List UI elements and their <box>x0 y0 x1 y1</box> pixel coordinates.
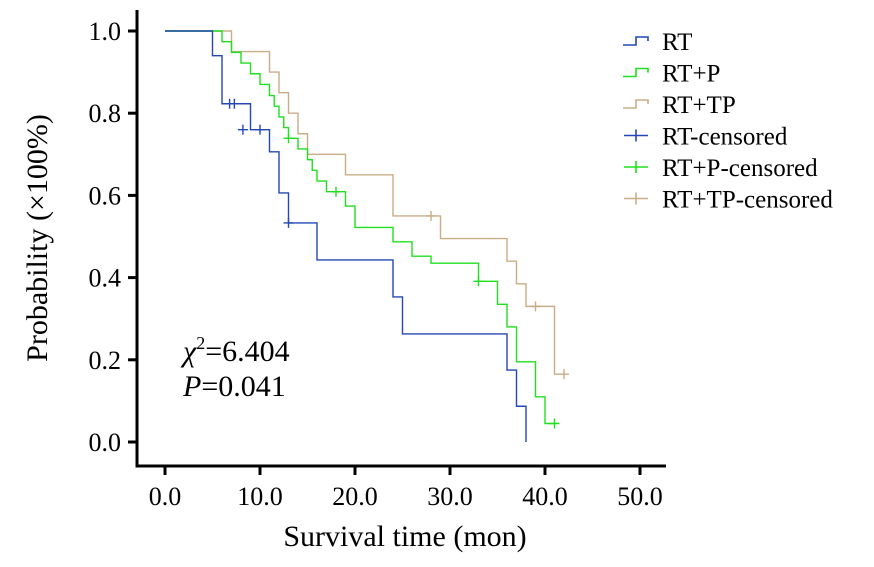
legend-censor-symbol <box>624 161 648 173</box>
legend-label: RT+P <box>662 61 720 88</box>
series-rt-censor-mark <box>283 217 294 228</box>
y-axis-title: Probability (×100%) <box>21 114 54 362</box>
legend-label: RT <box>662 29 692 56</box>
series-rt-p-censor-mark <box>283 133 294 144</box>
x-tick-label: 10.0 <box>237 482 283 511</box>
y-tick-label: 1.0 <box>89 17 122 46</box>
chi-superscript: 2 <box>196 333 205 353</box>
p-value-annotation: P=0.041 <box>182 370 286 403</box>
series-rt-p-line <box>165 30 555 425</box>
p-symbol: P <box>182 370 201 403</box>
y-tick-label: 0.6 <box>89 181 122 210</box>
x-tick-label: 0.0 <box>149 482 182 511</box>
series-rt-tp-censor-mark <box>530 301 541 312</box>
legend-censor-symbol <box>624 192 648 205</box>
y-tick-label: 0.0 <box>89 428 122 457</box>
x-tick-label: 50.0 <box>617 482 663 511</box>
series-rt-tp-censor-mark <box>559 369 569 380</box>
series-rt-tp-line <box>165 30 564 375</box>
plot-area <box>165 30 569 442</box>
legend-item: RT+P-censored <box>624 155 818 182</box>
series-rt-tp-censor-mark <box>426 210 436 221</box>
p-value: =0.041 <box>201 370 285 403</box>
legend-label: RT+TP-censored <box>662 187 833 214</box>
x-axis-ticks: 0.0 10.0 20.0 30.0 40.0 50.0 <box>149 466 663 511</box>
y-tick-label: 0.2 <box>89 346 122 375</box>
x-tick-label: 20.0 <box>332 482 378 511</box>
y-axis-ticks: 0.0 0.2 0.4 0.6 0.8 1.0 <box>89 17 137 457</box>
y-tick-label: 0.8 <box>89 99 122 128</box>
legend-item: RT+TP <box>623 92 736 119</box>
legend-label: RT+P-censored <box>662 155 818 182</box>
chi-value: =6.404 <box>205 335 289 368</box>
series-rt-p-censor-mark <box>473 276 484 287</box>
series-rt-p-censor-mark <box>549 418 560 429</box>
x-axis-title: Survival time (mon) <box>283 520 526 553</box>
legend-item: RT-censored <box>624 124 788 151</box>
y-tick-label: 0.4 <box>89 264 122 293</box>
series-rt-censor-mark <box>255 124 265 135</box>
series-rt-censor-mark <box>237 124 248 135</box>
series-rt-p-censor-mark <box>331 186 341 197</box>
x-tick-label: 30.0 <box>427 482 473 511</box>
legend-censor-symbol <box>624 129 648 142</box>
chi-square-annotation: χ2=6.404 <box>180 333 290 368</box>
legend-step-symbol <box>623 67 649 78</box>
legend: RT RT+P RT+TP RT-censored RT+P-censored RT+TP… <box>623 29 833 214</box>
legend-label: RT-censored <box>662 124 788 151</box>
legend-label: RT+TP <box>662 92 736 119</box>
series-rt-censor-mark <box>229 98 240 109</box>
legend-item: RT+TP-censored <box>624 187 833 214</box>
legend-step-symbol <box>623 99 649 109</box>
x-tick-label: 40.0 <box>522 482 568 511</box>
legend-item: RT+P <box>623 61 720 88</box>
legend-item: RT <box>623 29 692 56</box>
chi-symbol: χ <box>180 335 197 368</box>
legend-step-symbol <box>623 36 649 46</box>
